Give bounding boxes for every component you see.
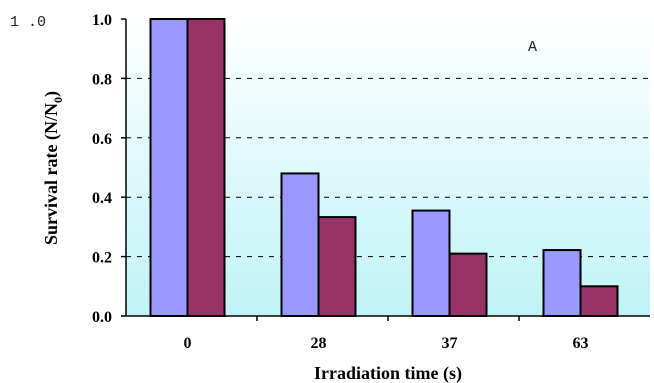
y-ticks: 0.0 0.2 0.4 0.6 0.8 1.0 xyxy=(92,12,126,326)
y-tick-label: 0.0 xyxy=(92,309,112,326)
bar xyxy=(448,252,488,318)
y-axis-title: Survival rate (N/N0) xyxy=(41,91,65,245)
y-tick-label: 0.8 xyxy=(92,71,112,88)
bar xyxy=(411,209,451,317)
y-axis-title-main: Survival rate (N/N xyxy=(41,103,62,245)
x-tick-label: 63 xyxy=(573,335,589,352)
stray-label: 1 .0 xyxy=(10,14,46,31)
x-tick-label: 0 xyxy=(184,335,192,352)
y-tick-label: 0.2 xyxy=(92,250,112,267)
bar xyxy=(186,18,226,317)
bar xyxy=(280,172,320,317)
x-tick-label: 37 xyxy=(442,335,458,352)
bar xyxy=(579,285,619,317)
bars xyxy=(149,18,619,318)
panel-label: A xyxy=(528,39,537,56)
x-tick-label: 28 xyxy=(311,335,327,352)
bar xyxy=(149,18,189,317)
x-ticks: 0 28 37 63 xyxy=(184,316,589,352)
bar xyxy=(542,249,582,317)
y-tick-label: 0.4 xyxy=(92,190,112,207)
y-tick-label: 0.6 xyxy=(92,131,112,148)
bar xyxy=(317,216,357,317)
y-axis-title-sub: 0 xyxy=(51,97,65,103)
y-axis-title-group: Survival rate (N/N0) xyxy=(41,91,65,245)
x-axis-title: Irradiation time (s) xyxy=(314,363,462,383)
y-axis-title-end: ) xyxy=(41,91,62,97)
y-tick-label: 1.0 xyxy=(92,12,112,29)
